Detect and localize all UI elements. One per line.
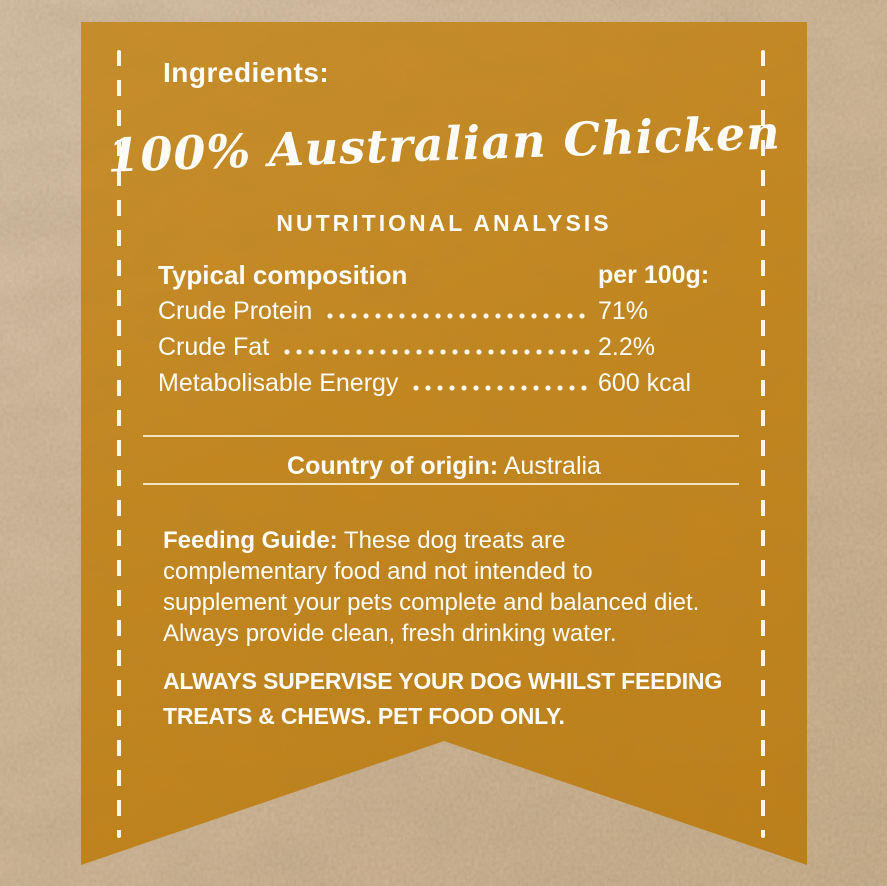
composition-header-left: Typical composition bbox=[158, 260, 408, 290]
divider-line-top bbox=[143, 435, 739, 437]
feeding-guide: Feeding Guide: These dog treats are comp… bbox=[163, 525, 753, 649]
dotted-leader bbox=[324, 309, 590, 322]
table-row: Crude Fat 2.2% bbox=[158, 329, 728, 365]
row-value: 2.2% bbox=[598, 333, 655, 361]
composition-table: Typical composition per 100g: Crude Prote… bbox=[158, 257, 728, 401]
table-row: Crude Protein 71% bbox=[158, 293, 728, 329]
headline-script-text: 100% Australian Chicken bbox=[106, 105, 782, 183]
nutritional-analysis-title: NUTRITIONAL ANALYSIS bbox=[276, 210, 612, 236]
ribbon-banner: Ingredients: 100% Australian Chicken NUT… bbox=[81, 22, 807, 865]
dotted-leader bbox=[410, 381, 590, 394]
row-name: Metabolisable Energy bbox=[158, 369, 399, 397]
country-of-origin: Country of origin: Australia bbox=[81, 450, 807, 482]
label-content: Ingredients: 100% Australian Chicken NUT… bbox=[81, 22, 807, 865]
row-name: Crude Fat bbox=[158, 333, 270, 361]
table-row: Metabolisable Energy 600 kcal bbox=[158, 365, 728, 401]
row-name: Crude Protein bbox=[158, 297, 313, 325]
ingredients-heading: Ingredients: bbox=[163, 57, 330, 88]
country-of-origin-label: Country of origin: bbox=[287, 452, 499, 480]
feeding-guide-label: Feeding Guide: bbox=[163, 527, 338, 554]
supervision-warning: ALWAYS SUPERVISE YOUR DOG WHILST FEEDING… bbox=[163, 668, 723, 729]
row-value: 71% bbox=[598, 297, 649, 325]
composition-header-right: per 100g: bbox=[598, 261, 710, 289]
divider-line-bottom bbox=[143, 483, 739, 485]
dotted-leader bbox=[281, 345, 590, 358]
country-of-origin-value: Australia bbox=[503, 452, 601, 480]
composition-header-row: Typical composition per 100g: bbox=[158, 257, 728, 293]
row-value: 600 kcal bbox=[598, 369, 692, 397]
